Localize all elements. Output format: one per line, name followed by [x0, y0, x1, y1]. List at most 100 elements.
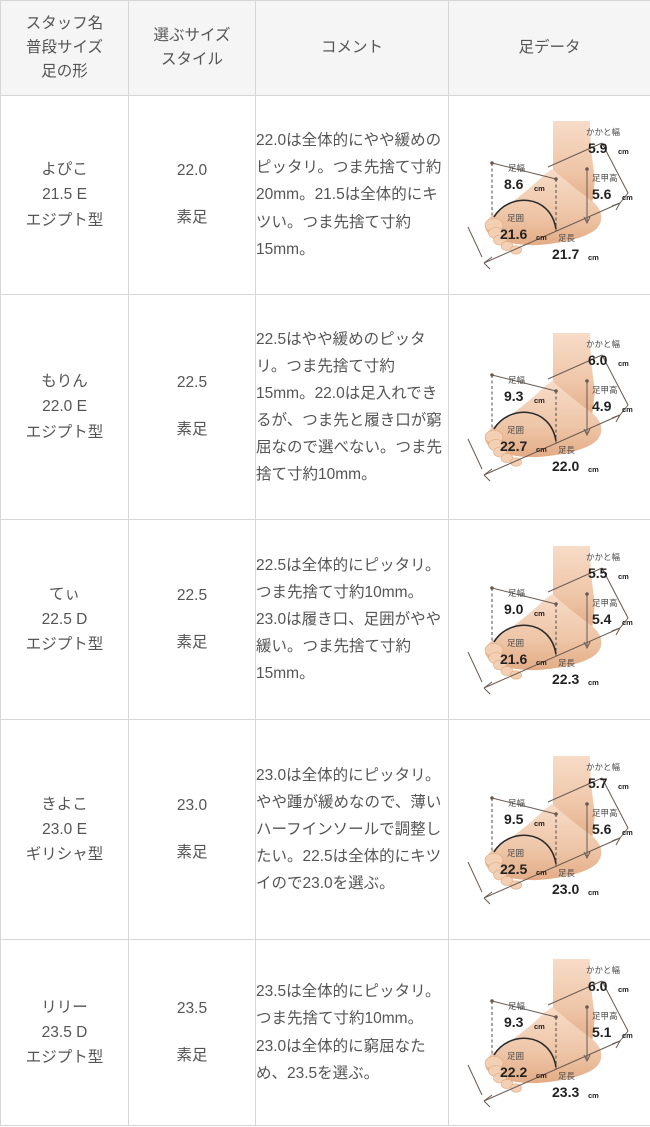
staff-cell: きよこ 23.0 E ギリシャ型: [0, 719, 129, 940]
foot-shape: エジプト型: [25, 423, 104, 441]
chosen-size: 22.5: [176, 586, 208, 604]
foot-data-cell: 足幅 8.6 cm かかと幅 5.9 cm 足甲高 5.6 cm 足囲 21.6…: [448, 95, 650, 295]
foot-data-cell: 足幅 9.3 cm かかと幅 6.0 cm 足甲高 5.1 cm 足囲 22.2…: [448, 939, 650, 1126]
usual-size: 23.0 E: [42, 820, 87, 838]
foot-girth-value: 21.6: [500, 651, 527, 667]
foot-length-unit: cm: [588, 465, 599, 474]
column-header-comment: コメント: [255, 0, 449, 96]
foot-measurement-diagram: 足幅 9.3 cm かかと幅 6.0 cm 足甲高 5.1 cm 足囲 22.2…: [467, 958, 633, 1107]
header-line: 選ぶサイズ: [153, 26, 231, 44]
column-header-chosen-size: 選ぶサイズ スタイル: [128, 0, 256, 96]
heel-width-value: 5.5: [588, 565, 608, 581]
foot-width-label: 足幅: [508, 375, 526, 385]
staff-name: リリー: [41, 998, 88, 1016]
instep-height-unit: cm: [622, 618, 633, 627]
foot-girth-label: 足囲: [507, 1051, 524, 1061]
heel-width-label: かかと幅: [586, 965, 621, 975]
foot-shape: ギリシャ型: [25, 846, 104, 864]
header-line: スタッフ名: [25, 14, 104, 32]
header-line: コメント: [320, 38, 383, 56]
style: 素足: [176, 421, 208, 438]
chosen-size-cell: 22.5 素足: [128, 519, 256, 720]
table-row: リリー 23.5 D エジプト型 23.5 素足 23.5は全体的にピッタリ。つ…: [0, 939, 650, 1126]
foot-length-unit: cm: [588, 888, 599, 897]
foot-girth-unit: cm: [536, 1071, 547, 1080]
foot-measurement-diagram: 足幅 9.0 cm かかと幅 5.5 cm 足甲高 5.4 cm 足囲 21.6…: [467, 545, 633, 694]
instep-height-label: 足甲高: [592, 173, 618, 183]
staff-cell: もりん 22.0 E エジプト型: [0, 294, 129, 520]
foot-length-label: 足長: [558, 1071, 576, 1081]
chosen-size: 23.5: [176, 999, 208, 1017]
foot-measurement-diagram: 足幅 9.5 cm かかと幅 5.7 cm 足甲高 5.6 cm 足囲 22.5…: [467, 755, 633, 904]
comment-cell: 22.0は全体的にやや緩めのピッタリ。つま先捨て寸約20mm。21.5は全体的に…: [255, 95, 449, 295]
foot-width-label: 足幅: [508, 163, 526, 173]
comment-cell: 22.5は全体的にピッタリ。つま先捨て寸約10mm。23.0は履き口、足囲がやや…: [255, 519, 449, 720]
comment-cell: 22.5はやや緩めのピッタリ。つま先捨て寸約15mm。22.0は足入れできるが、…: [255, 294, 449, 520]
instep-height-value: 5.6: [592, 186, 612, 202]
foot-girth-label: 足囲: [507, 213, 524, 223]
foot-measurement-diagram: 足幅 8.6 cm かかと幅 5.9 cm 足甲高 5.6 cm 足囲 21.6…: [467, 121, 633, 270]
instep-height-label: 足甲高: [592, 598, 618, 608]
foot-girth-value: 22.5: [500, 861, 527, 877]
chosen-size: 22.0: [176, 162, 208, 180]
instep-height-value: 5.4: [592, 611, 612, 627]
foot-width-unit: cm: [534, 1022, 545, 1031]
heel-width-unit: cm: [618, 985, 629, 994]
heel-width-unit: cm: [618, 782, 629, 791]
staff-name: もりん: [41, 373, 88, 391]
heel-width-label: かかと幅: [586, 552, 621, 562]
foot-data-cell: 足幅 9.0 cm かかと幅 5.5 cm 足甲高 5.4 cm 足囲 21.6…: [448, 519, 650, 720]
foot-girth-label: 足囲: [507, 638, 524, 648]
foot-girth-unit: cm: [536, 233, 547, 242]
foot-length-unit: cm: [588, 1091, 599, 1100]
heel-width-unit: cm: [618, 572, 629, 581]
staff-cell: てぃ 22.5 D エジプト型: [0, 519, 129, 720]
heel-width-unit: cm: [618, 359, 629, 368]
foot-length-label: 足長: [558, 233, 576, 243]
foot-width-unit: cm: [534, 819, 545, 828]
foot-length-value: 23.3: [552, 1084, 579, 1100]
heel-width-value: 5.7: [588, 775, 608, 791]
chosen-size: 23.0: [176, 796, 208, 814]
style: 素足: [176, 843, 208, 861]
foot-width-value: 9.3: [504, 388, 524, 404]
chosen-size-cell: 22.5 素足: [128, 294, 256, 520]
foot-width-label: 足幅: [508, 798, 526, 808]
usual-size: 21.5 E: [42, 186, 87, 204]
foot-shape: エジプト型: [25, 1049, 104, 1067]
foot-width-value: 9.5: [504, 811, 524, 827]
instep-height-unit: cm: [622, 193, 633, 202]
instep-height-unit: cm: [622, 828, 633, 837]
comment-cell: 23.0は全体的にピッタリ。やや踵が緩めなので、薄いハーフインソールで調整したい…: [255, 719, 449, 940]
chosen-size-cell: 23.0 素足: [128, 719, 256, 940]
foot-length-value: 22.3: [552, 671, 579, 687]
staff-cell: リリー 23.5 D エジプト型: [0, 939, 129, 1126]
foot-width-value: 8.6: [504, 176, 524, 192]
header-row: スタッフ名 普段サイズ 足の形 選ぶサイズ スタイル コメント: [0, 0, 650, 96]
table-body: よぴこ 21.5 E エジプト型 22.0 素足 22.0は全体的にやや緩めのピ…: [0, 95, 650, 1126]
foot-width-unit: cm: [534, 609, 545, 618]
foot-girth-value: 22.2: [500, 1064, 527, 1080]
heel-width-label: かかと幅: [586, 127, 621, 137]
foot-girth-unit: cm: [536, 658, 547, 667]
table-row: よぴこ 21.5 E エジプト型 22.0 素足 22.0は全体的にやや緩めのピ…: [0, 95, 650, 295]
style: 素足: [176, 633, 208, 651]
instep-height-label: 足甲高: [592, 1011, 618, 1021]
header-line: スタイル: [160, 51, 223, 68]
usual-size: 23.5 D: [41, 1023, 88, 1041]
instep-height-label: 足甲高: [592, 808, 618, 818]
header-line: 足の形: [41, 63, 88, 80]
foot-shape: エジプト型: [25, 636, 104, 654]
table-row: てぃ 22.5 D エジプト型 22.5 素足 22.5は全体的にピッタリ。つま…: [0, 519, 650, 720]
heel-width-value: 6.0: [588, 352, 608, 368]
column-header-foot-data: 足データ: [448, 0, 650, 96]
foot-length-value: 23.0: [552, 881, 579, 897]
foot-girth-value: 21.6: [500, 226, 527, 242]
foot-width-unit: cm: [534, 396, 545, 405]
foot-width-label: 足幅: [508, 588, 526, 598]
foot-shape: エジプト型: [25, 211, 104, 229]
foot-length-label: 足長: [558, 868, 576, 878]
heel-width-unit: cm: [618, 147, 629, 156]
foot-data-cell: 足幅 9.3 cm かかと幅 6.0 cm 足甲高 4.9 cm 足囲 22.7…: [448, 294, 650, 520]
